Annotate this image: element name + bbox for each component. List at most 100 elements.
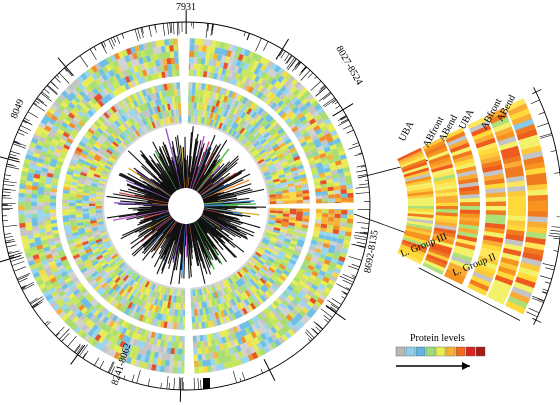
heatmap-cell (74, 239, 82, 246)
legend-arrowhead (462, 362, 470, 370)
heatmap-cell (113, 266, 121, 273)
heatmap-cell (66, 124, 74, 132)
inset-heatmap-cell (485, 214, 506, 221)
heatmap-cell (284, 152, 292, 159)
heatmap-cell (81, 269, 90, 277)
heatmap-cell (105, 63, 113, 72)
heatmap-cell (268, 267, 276, 274)
heatmap-cell (116, 278, 123, 285)
heatmap-cell (108, 91, 116, 99)
heatmap-cell (272, 231, 280, 237)
heatmap-cell (130, 101, 137, 109)
heatmap-cell (274, 243, 282, 249)
heatmap-cell (285, 155, 294, 162)
heatmap-cell (45, 226, 52, 232)
heatmap-cell (179, 309, 184, 317)
heatmap-cell (82, 210, 89, 215)
heatmap-cell (214, 92, 220, 101)
heatmap-cell (58, 267, 67, 274)
heatmap-cell (269, 275, 277, 283)
heatmap-cell (70, 131, 78, 139)
heatmap-cell (226, 285, 233, 293)
heatmap-cell (270, 252, 278, 259)
heatmap-cell (114, 256, 121, 263)
heatmap-cell (323, 118, 332, 126)
heatmap-cell (309, 274, 317, 281)
inset-heatmap-cell (448, 138, 469, 150)
heatmap-cell (96, 151, 104, 158)
heatmap-cell (271, 273, 279, 281)
heatmap-cell (289, 208, 297, 213)
heatmap-cell (277, 236, 285, 242)
heatmap-cell (193, 309, 198, 317)
heatmap-cell (291, 152, 300, 159)
heatmap-cell (279, 319, 287, 327)
heatmap-cell (64, 86, 73, 95)
heatmap-cell (271, 143, 279, 150)
heatmap-cell (93, 284, 101, 292)
heatmap-cell (73, 125, 82, 133)
heatmap-cell (253, 253, 261, 260)
heatmap-cell (204, 111, 210, 118)
heatmap-cell (248, 286, 256, 294)
heatmap-cell (127, 118, 134, 126)
heatmap-cell (88, 200, 96, 204)
heatmap-cell (171, 335, 176, 342)
heatmap-cell (157, 52, 164, 60)
heatmap-cell (241, 307, 248, 315)
heatmap-cell (140, 300, 147, 308)
heatmap-cell (296, 214, 303, 219)
heatmap-cell (118, 125, 126, 132)
heatmap-cell (271, 120, 279, 128)
heatmap-cell (295, 283, 304, 291)
inset-heatmap-cell (507, 190, 526, 198)
heatmap-cell (255, 290, 263, 298)
heatmap-cell (295, 131, 303, 139)
ring-gap (177, 36, 190, 127)
heatmap-cell (62, 199, 69, 203)
scale-tick (4, 174, 12, 177)
heatmap-cell (321, 187, 328, 193)
inset-heatmap-cell (445, 269, 466, 281)
heatmap-cell (80, 237, 88, 243)
heatmap-cell (80, 97, 89, 106)
heatmap-cell (269, 198, 277, 202)
heatmap-cell (176, 316, 181, 323)
heatmap-cell (172, 38, 179, 45)
heatmap-cell (289, 191, 296, 196)
heatmap-cell (106, 268, 114, 276)
heatmap-cell (264, 234, 272, 239)
heatmap-cell (301, 274, 310, 281)
heatmap-rings (14, 34, 358, 378)
heatmap-cell (106, 148, 113, 155)
heatmap-cell (259, 267, 267, 274)
heatmap-cell (266, 328, 274, 337)
heatmap-cell (136, 276, 143, 284)
scale-tick (351, 274, 357, 277)
heatmap-cell (162, 346, 168, 354)
inset-heatmap-cell (507, 103, 529, 117)
heatmap-cell (93, 249, 101, 256)
heatmap-cell (69, 193, 76, 198)
heatmap-cell (268, 254, 276, 261)
heatmap-cell (72, 288, 81, 296)
scale-tick (338, 119, 349, 126)
heatmap-cell (304, 134, 312, 142)
scale-tick (316, 322, 324, 330)
heatmap-cell (70, 118, 79, 126)
heatmap-cell (229, 291, 236, 299)
heatmap-cell (191, 102, 195, 109)
heatmap-cell (90, 242, 98, 249)
heatmap-cell (97, 99, 105, 108)
heatmap-cell (227, 299, 234, 308)
heatmap-cell (99, 125, 107, 132)
heatmap-cell (126, 95, 134, 103)
inset-heatmap-cell (489, 287, 508, 301)
scale-tick (79, 55, 89, 68)
heatmap-cell (265, 229, 273, 235)
heatmap-cell (314, 114, 322, 122)
heatmap-cell (246, 143, 254, 151)
heatmap-cell (292, 88, 301, 97)
legend-swatch (415, 346, 426, 357)
scale-tick (31, 301, 41, 308)
